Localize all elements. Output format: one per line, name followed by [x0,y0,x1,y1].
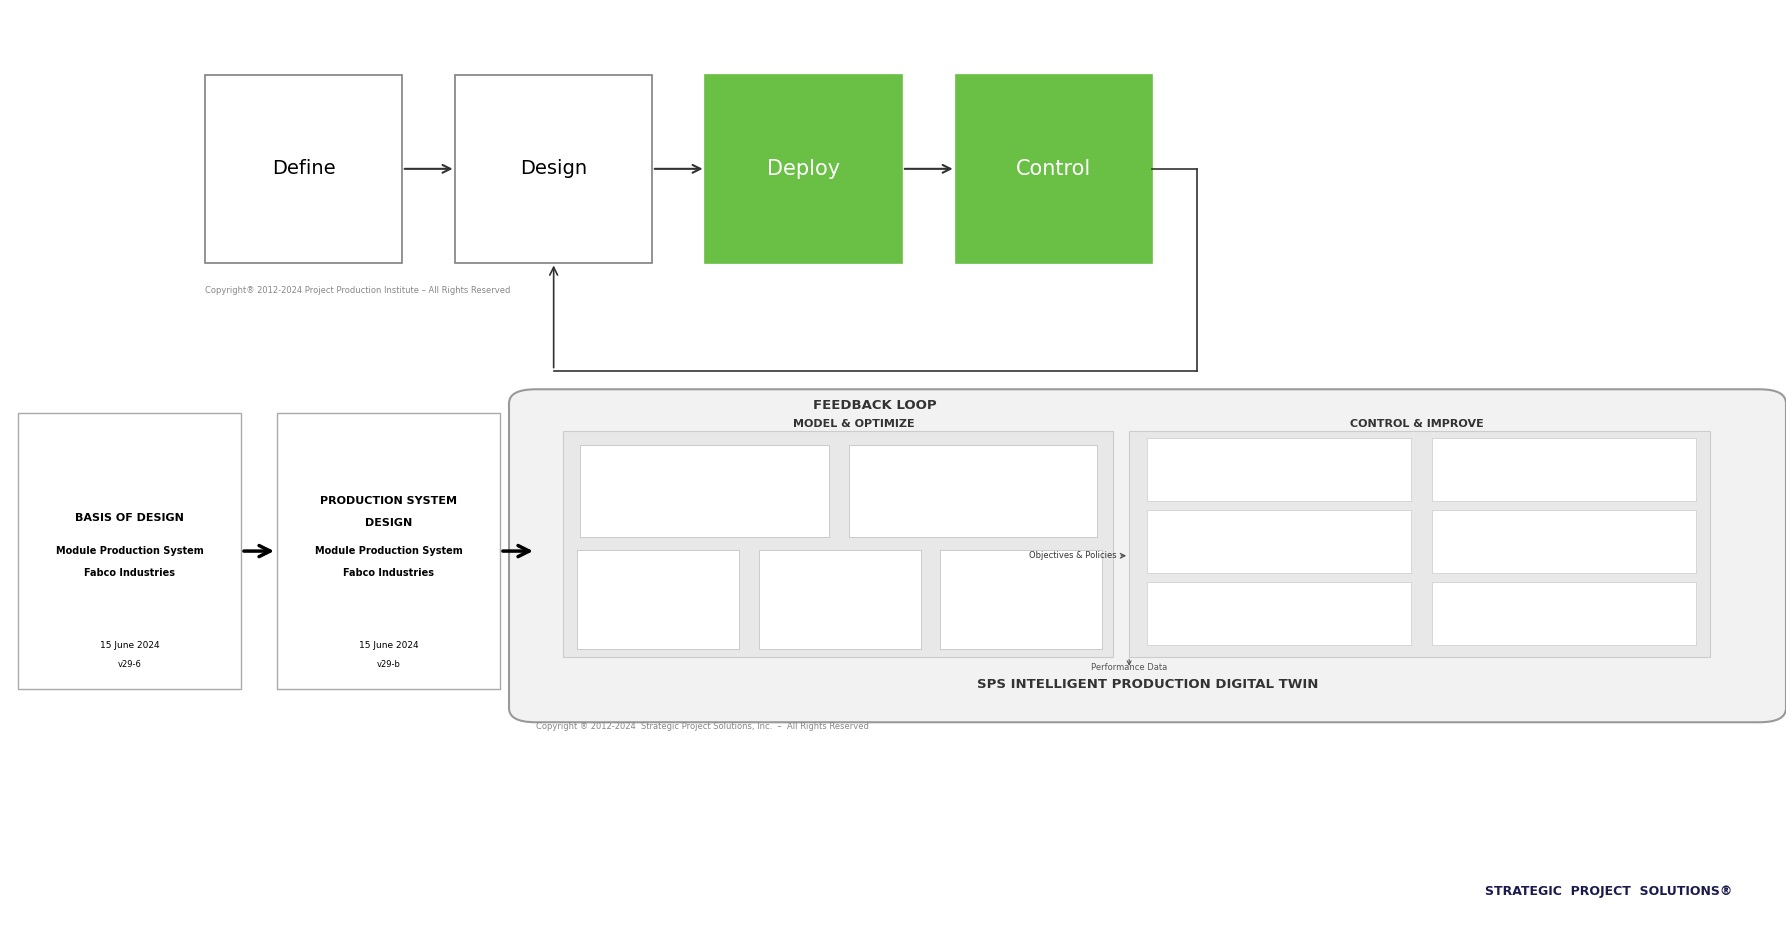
Text: Copyright® 2012-2024 Project Production Institute – All Rights Reserved: Copyright® 2012-2024 Project Production … [205,286,511,295]
Text: BASIS OF DESIGN: BASIS OF DESIGN [75,513,184,522]
Text: MODEL & OPTIMIZE: MODEL & OPTIMIZE [793,419,914,429]
FancyBboxPatch shape [1147,582,1411,645]
Text: Define: Define [271,159,336,178]
FancyBboxPatch shape [1147,510,1411,573]
Text: SPS INTELLIGENT PRODUCTION DIGITAL TWIN: SPS INTELLIGENT PRODUCTION DIGITAL TWIN [977,678,1318,691]
FancyBboxPatch shape [1432,582,1697,645]
Text: 15 June 2024: 15 June 2024 [359,641,418,650]
Text: Module Production System: Module Production System [55,546,204,556]
Text: Control: Control [1016,159,1091,179]
Text: Copyright ® 2012-2024  Strategic Project Solutions, Inc.  –  All Rights Reserved: Copyright ® 2012-2024 Strategic Project … [536,722,868,732]
Text: Objectives & Policies: Objectives & Policies [1029,552,1116,560]
Text: CONTROL & IMPROVE: CONTROL & IMPROVE [1350,419,1484,429]
FancyBboxPatch shape [277,413,500,689]
Text: Fabco Industries: Fabco Industries [343,568,434,578]
FancyBboxPatch shape [577,550,739,649]
Text: Module Production System: Module Production System [314,546,463,556]
FancyBboxPatch shape [455,75,652,263]
Text: Performance Data: Performance Data [1091,663,1168,673]
Text: Design: Design [520,159,588,178]
Text: PRODUCTION SYSTEM: PRODUCTION SYSTEM [320,496,457,507]
Text: v29-6: v29-6 [118,660,141,669]
FancyBboxPatch shape [1147,438,1411,501]
Text: Fabco Industries: Fabco Industries [84,568,175,578]
Text: v29-b: v29-b [377,660,400,669]
FancyBboxPatch shape [1432,510,1697,573]
Text: DESIGN: DESIGN [364,519,413,528]
FancyBboxPatch shape [205,75,402,263]
FancyBboxPatch shape [1432,438,1697,501]
FancyBboxPatch shape [848,445,1097,537]
FancyBboxPatch shape [759,550,922,649]
FancyBboxPatch shape [1129,431,1711,657]
FancyBboxPatch shape [563,431,1113,657]
FancyBboxPatch shape [18,413,241,689]
Text: Deploy: Deploy [768,159,839,179]
FancyBboxPatch shape [939,550,1102,649]
Text: FEEDBACK LOOP: FEEDBACK LOOP [813,399,938,412]
Text: STRATEGIC  PROJECT  SOLUTIONS®: STRATEGIC PROJECT SOLUTIONS® [1484,885,1732,898]
Text: 15 June 2024: 15 June 2024 [100,641,159,650]
FancyBboxPatch shape [956,75,1152,263]
FancyBboxPatch shape [509,389,1786,722]
FancyBboxPatch shape [580,445,829,537]
FancyBboxPatch shape [705,75,902,263]
